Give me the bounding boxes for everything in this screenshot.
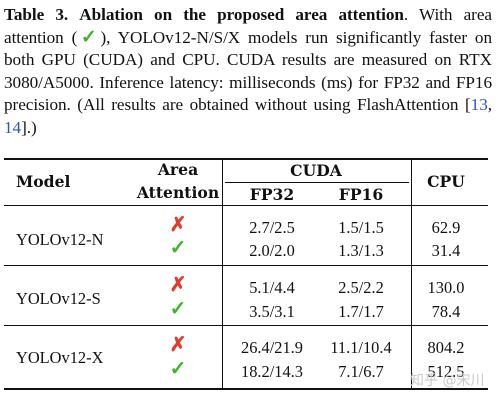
- model-name: YOLOv12-N: [16, 230, 104, 249]
- group-rule-1: [4, 265, 488, 266]
- cpu-value: 31.4: [431, 241, 461, 260]
- ablation-table: Model Area Attention CUDA FP32 FP16 CPU …: [4, 158, 488, 390]
- caption-text-1: . With area attention (: [4, 5, 493, 47]
- cuda-underline: [225, 182, 409, 183]
- model-name: YOLOv12-X: [16, 348, 104, 367]
- cpu-value: 512.5: [427, 362, 465, 381]
- divider-area-cuda: [222, 158, 223, 388]
- table-caption: Table 3. Ablation on the proposed area a…: [4, 4, 492, 140]
- check-icon: ✓: [169, 358, 187, 380]
- header-area: Area: [157, 160, 199, 179]
- fp32-value: 18.2/14.3: [241, 362, 303, 381]
- fp16-value: 11.1/10.4: [330, 338, 392, 357]
- check-icon: ✓: [169, 237, 187, 259]
- cross-icon: ✗: [169, 274, 187, 296]
- header-rule: [4, 205, 488, 206]
- fp16-value: 1.5/1.5: [338, 218, 384, 237]
- cpu-value: 130.0: [427, 278, 465, 297]
- table-top-rule: [4, 158, 488, 160]
- fp32-value: 26.4/21.9: [241, 338, 303, 357]
- cpu-value: 804.2: [427, 338, 465, 357]
- check-icon: ✓: [169, 298, 187, 320]
- header-fp16: FP16: [338, 185, 384, 204]
- caption-sep: ,: [487, 95, 492, 115]
- cross-icon: ✗: [169, 214, 187, 236]
- fp16-value: 1.3/1.3: [338, 241, 384, 260]
- cross-icon: ✗: [169, 334, 187, 356]
- header-fp32: FP32: [249, 185, 295, 204]
- caption-label: Table 3.: [4, 5, 69, 24]
- cpu-value: 62.9: [431, 218, 461, 237]
- divider-cuda-cpu: [411, 158, 412, 388]
- fp16-value: 2.5/2.2: [338, 278, 384, 297]
- fp16-value: 7.1/6.7: [338, 362, 384, 381]
- fp32-value: 2.0/2.0: [249, 241, 295, 260]
- group-rule-2: [4, 325, 488, 326]
- caption-text-2: ), YOLOv12-N/S/X models run significantl…: [4, 27, 492, 115]
- fp32-value: 2.7/2.5: [249, 218, 295, 237]
- header-cuda: CUDA: [290, 161, 342, 180]
- check-mark-icon: ✓: [77, 26, 101, 48]
- model-name: YOLOv12-S: [16, 289, 101, 308]
- header-attention: Attention: [136, 183, 220, 202]
- watermark: 知乎 @宋川: [410, 373, 485, 389]
- cpu-value: 78.4: [431, 302, 461, 321]
- citation-link-13[interactable]: 13: [470, 95, 488, 115]
- caption-title: Ablation on the proposed area attention: [79, 5, 404, 24]
- table-bottom-rule: [4, 388, 488, 390]
- citation-link-14[interactable]: 14: [4, 117, 22, 137]
- fp32-value: 5.1/4.4: [249, 278, 295, 297]
- header-cpu: CPU: [427, 172, 465, 191]
- caption-text-3: ].): [21, 117, 37, 137]
- fp32-value: 3.5/3.1: [249, 302, 295, 321]
- header-model: Model: [16, 172, 71, 191]
- fp16-value: 1.7/1.7: [338, 302, 384, 321]
